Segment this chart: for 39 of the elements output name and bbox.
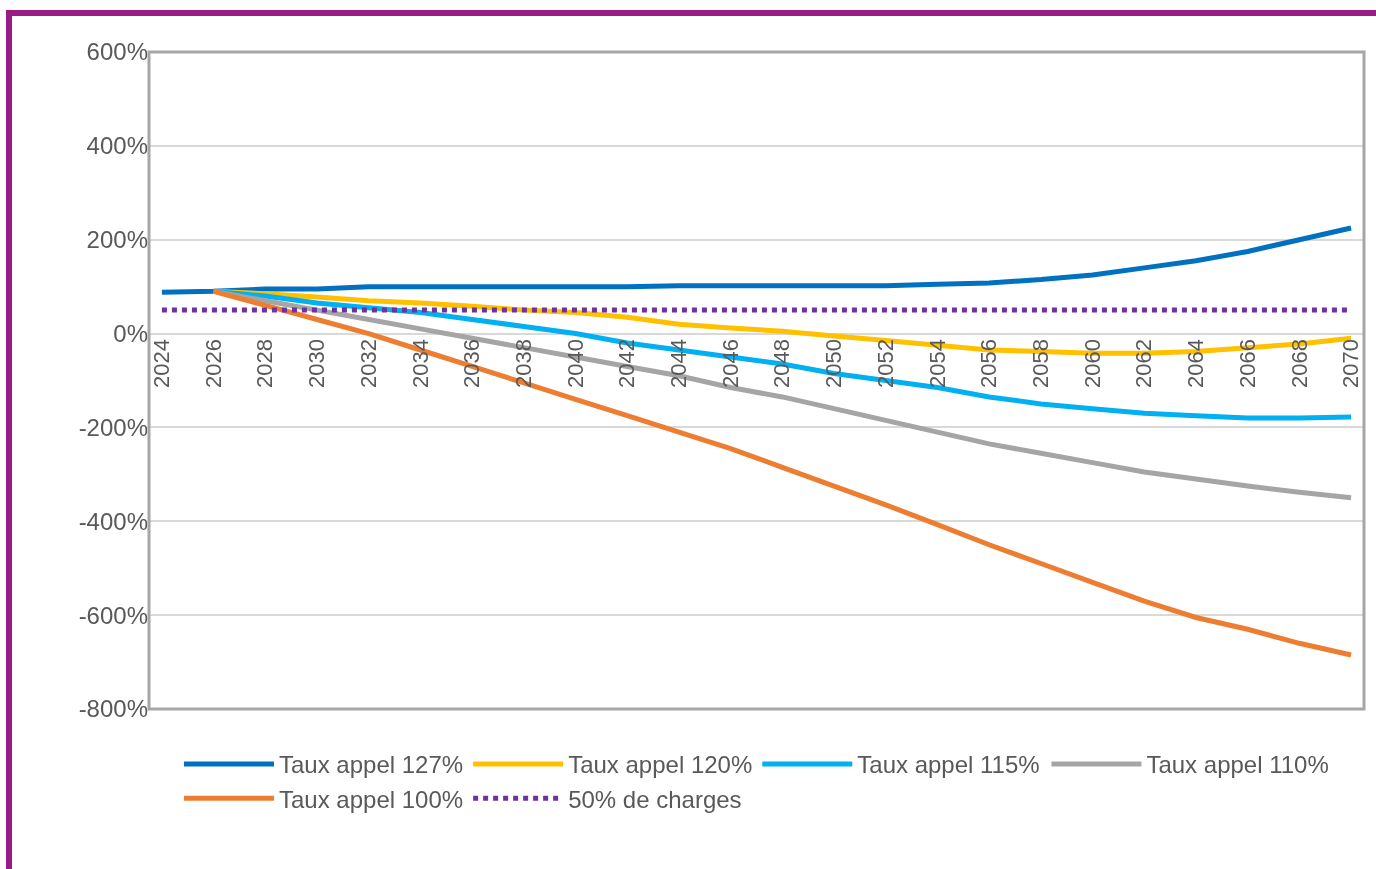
y-tick-label: -400%: [78, 507, 148, 535]
legend-label: Taux appel 127%: [279, 751, 464, 779]
y-tick-label: 200%: [86, 226, 148, 254]
x-tick-label: 2030: [304, 338, 330, 388]
x-tick-label: 2038: [510, 338, 536, 388]
y-tick-label: 400%: [86, 132, 148, 160]
x-tick-label: 2044: [666, 338, 692, 388]
x-tick-label: 2042: [614, 338, 640, 388]
x-tick-label: 2062: [1131, 338, 1157, 388]
x-tick-label: 2052: [872, 338, 898, 388]
y-tick-label: -600%: [78, 601, 148, 629]
x-tick-label: 2034: [407, 338, 433, 388]
x-tick-label: 2068: [1286, 338, 1312, 388]
x-tick-label: 2032: [355, 338, 381, 388]
x-tick-label: 2064: [1183, 338, 1209, 388]
legend-label: Taux appel 115%: [857, 751, 1040, 779]
x-tick-label: 2024: [149, 338, 175, 388]
page-frame: 2024 2026 2028 2030 2032 2034 2036 2038 2040 2042 2044 2046 2048 2050 2052 2054 2056 2058 2060 2062 2064 2066 2068 2070 -800% -600% -400% -200% 0% 200% 400% 600% Taux appel 127% Taux appel 120% Taux appel 115% Taux appel 110% Taux appel 100% 50% de charges: [6, 10, 1376, 869]
legend-label: Taux appel 100%: [279, 785, 464, 813]
x-tick-label: 2070: [1338, 338, 1364, 388]
x-tick-label: 2040: [562, 338, 588, 388]
x-tick-label: 2054: [924, 338, 950, 388]
y-tick-label: 0%: [113, 319, 148, 347]
x-tick-label: 2036: [459, 338, 485, 388]
x-tick-label: 2066: [1234, 338, 1260, 388]
legend-label: 50% de charges: [568, 785, 742, 813]
y-tick-label: -200%: [78, 413, 148, 441]
legend-label: Taux appel 120%: [568, 751, 753, 779]
x-tick-label: 2046: [717, 338, 743, 388]
x-tick-label: 2026: [200, 338, 226, 388]
x-tick-label: 2056: [976, 338, 1002, 388]
y-tick-label: -800%: [78, 695, 148, 723]
x-tick-label: 2050: [821, 338, 847, 388]
x-tick-label: 2058: [1028, 338, 1054, 388]
y-tick-label: 600%: [86, 38, 148, 66]
x-tick-label: 2048: [769, 338, 795, 388]
legend-label: Taux appel 110%: [1146, 751, 1329, 779]
x-tick-label: 2028: [252, 338, 278, 388]
x-tick-label: 2060: [1079, 338, 1105, 388]
